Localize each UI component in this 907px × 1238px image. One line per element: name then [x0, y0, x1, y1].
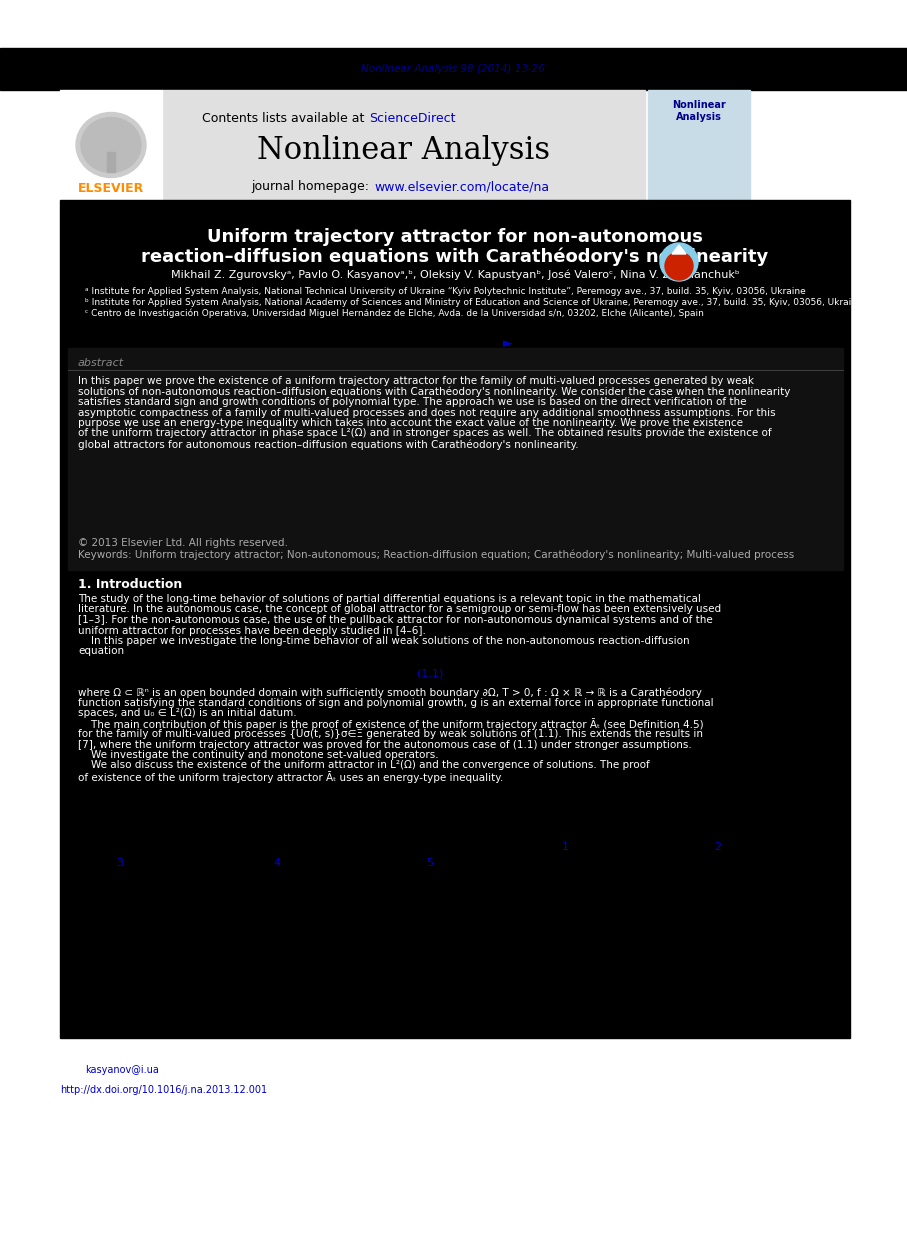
Text: asymptotic compactness of a family of multi-valued processes and does not requir: asymptotic compactness of a family of mu…	[78, 407, 775, 417]
Text: of the uniform trajectory attractor in phase space L²(Ω) and in stronger spaces : of the uniform trajectory attractor in p…	[78, 428, 772, 438]
Text: of existence of the uniform trajectory attractor Āₜ uses an energy-type inequali: of existence of the uniform trajectory a…	[78, 771, 503, 782]
Bar	[648, 90, 750, 201]
Text: In this paper we prove the existence of a uniform trajectory attractor for the f: In this paper we prove the existence of …	[78, 376, 754, 386]
Text: function satisfying the standard conditions of sign and polynomial growth, g is : function satisfying the standard conditi…	[78, 697, 714, 707]
Text: where Ω ⊂ ℝⁿ is an open bounded domain with sufficiently smooth boundary ∂Ω, T >: where Ω ⊂ ℝⁿ is an open bounded domain w…	[78, 687, 702, 697]
Text: ᵇ Institute for Applied System Analysis, National Academy of Sciences and Minist: ᵇ Institute for Applied System Analysis,…	[85, 298, 863, 307]
Text: We investigate the continuity and monotone set-valued operators.: We investigate the continuity and monoto…	[78, 750, 439, 760]
Text: 5: 5	[426, 858, 434, 868]
Text: for the family of multi-valued processes {Uσ(t, s)}σ∈Ξ generated by weak solutio: for the family of multi-valued processes…	[78, 729, 703, 739]
Text: satisfies standard sign and growth conditions of polynomial type. The approach w: satisfies standard sign and growth condi…	[78, 397, 746, 407]
Text: journal homepage:: journal homepage:	[251, 180, 374, 193]
Ellipse shape	[81, 118, 141, 172]
Text: Nonlinear
Analysis: Nonlinear Analysis	[672, 100, 726, 121]
Bar	[60, 90, 162, 201]
Text: reaction–diffusion equations with Carathéodory's nonlinearity: reaction–diffusion equations with Carath…	[141, 248, 768, 266]
Circle shape	[665, 253, 693, 280]
Text: Contents lists available at: Contents lists available at	[202, 111, 368, 125]
Text: [1–3]. For the non-autonomous case, the use of the pullback attractor for non-au: [1–3]. For the non-autonomous case, the …	[78, 615, 713, 625]
Text: ᶜ Centro de Investigación Operativa, Universidad Miguel Hernández de Elche, Avda: ᶜ Centro de Investigación Operativa, Uni…	[85, 310, 704, 318]
Bar	[60, 201, 850, 1037]
Text: ScienceDirect: ScienceDirect	[369, 111, 456, 125]
Text: http://dx.doi.org/10.1016/j.na.2013.12.001: http://dx.doi.org/10.1016/j.na.2013.12.0…	[60, 1084, 268, 1094]
Text: www.elsevier.com/locate/na: www.elsevier.com/locate/na	[375, 180, 550, 193]
Text: Keywords: Uniform trajectory attractor; Non-autonomous; Reaction-diffusion equat: Keywords: Uniform trajectory attractor; …	[78, 550, 795, 561]
Text: uniform attractor for processes have been deeply studied in [4–6].: uniform attractor for processes have bee…	[78, 625, 426, 635]
Bar	[162, 90, 645, 201]
Text: global attractors for autonomous reaction–diffusion equations with Carathéodory': global attractors for autonomous reactio…	[78, 439, 579, 449]
Bar	[107, 152, 115, 172]
Text: © 2013 Elsevier Ltd. All rights reserved.: © 2013 Elsevier Ltd. All rights reserved…	[78, 539, 288, 548]
Text: Nonlinear Analysis 98 (2014) 13-26: Nonlinear Analysis 98 (2014) 13-26	[361, 64, 545, 74]
Text: abstract: abstract	[78, 358, 124, 368]
Text: 4: 4	[273, 858, 280, 868]
Text: The study of the long-time behavior of solutions of partial differential equatio: The study of the long-time behavior of s…	[78, 594, 701, 604]
Bar	[68, 348, 843, 569]
Text: ᵃ Institute for Applied System Analysis, National Technical University of Ukrain: ᵃ Institute for Applied System Analysis,…	[85, 287, 805, 296]
Circle shape	[660, 243, 698, 281]
Text: ►: ►	[503, 337, 512, 350]
Text: 1: 1	[561, 842, 569, 852]
Text: We also discuss the existence of the uniform attractor in L²(Ω) and the converge: We also discuss the existence of the uni…	[78, 760, 649, 770]
Text: purpose we use an energy-type inequality which takes into account the exact valu: purpose we use an energy-type inequality…	[78, 418, 743, 428]
Text: Nonlinear Analysis: Nonlinear Analysis	[257, 135, 550, 166]
Text: solutions of non-autonomous reaction–diffusion equations with Carathéodory's non: solutions of non-autonomous reaction–dif…	[78, 386, 790, 397]
Text: ELSEVIER: ELSEVIER	[78, 182, 144, 196]
Bar	[60, 90, 162, 201]
Text: Mikhail Z. Zgurovskyᵃ, Pavlo O. Kasyanovᵃ,ᵇ, Oleksiy V. Kapustyanᵇ, José Valeroᶜ: Mikhail Z. Zgurovskyᵃ, Pavlo O. Kasyanov…	[171, 270, 739, 281]
Text: [7], where the uniform trajectory attractor was proved for the autonomous case o: [7], where the uniform trajectory attrac…	[78, 739, 692, 749]
Text: 3: 3	[116, 858, 123, 868]
Text: spaces, and u₀ ∈ L²(Ω) is an initial datum.: spaces, and u₀ ∈ L²(Ω) is an initial dat…	[78, 708, 297, 718]
Text: literature. In the autonomous case, the concept of global attractor for a semigr: literature. In the autonomous case, the …	[78, 604, 721, 614]
Polygon shape	[672, 245, 686, 254]
Text: kasyanov@i.ua: kasyanov@i.ua	[85, 1065, 159, 1075]
Text: 1. Introduction: 1. Introduction	[78, 578, 182, 591]
Text: 2: 2	[715, 842, 722, 852]
Bar	[0, 48, 907, 90]
Text: Uniform trajectory attractor for non-autonomous: Uniform trajectory attractor for non-aut…	[207, 228, 703, 246]
Bar	[162, 90, 645, 201]
Text: In this paper we investigate the long-time behavior of all weak solutions of the: In this paper we investigate the long-ti…	[78, 636, 689, 646]
Text: (1.1): (1.1)	[417, 669, 444, 678]
Text: equation: equation	[78, 646, 124, 656]
Text: The main contribution of this paper is the proof of existence of the uniform tra: The main contribution of this paper is t…	[78, 718, 704, 730]
Ellipse shape	[76, 113, 146, 177]
